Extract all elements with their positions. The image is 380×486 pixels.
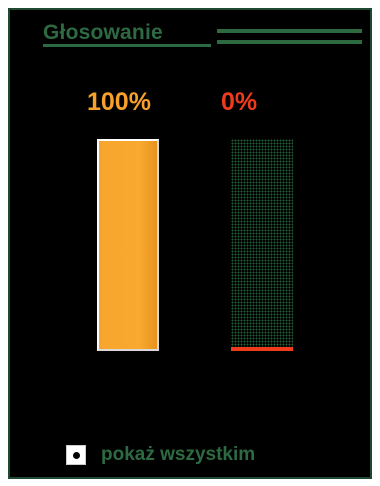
- result-bar-yes: [97, 139, 159, 351]
- show-all-label[interactable]: pokaż wszystkim: [101, 444, 256, 465]
- show-all-checkbox[interactable]: [66, 445, 86, 465]
- title-decoration-line: [217, 29, 362, 33]
- show-all-option[interactable]: pokaż wszystkim: [66, 444, 255, 466]
- result-bar-track-no: [231, 139, 293, 351]
- result-bar-baseline-no: [231, 347, 293, 351]
- poll-title: Głosowanie: [43, 21, 163, 44]
- title-decoration-line: [217, 40, 362, 44]
- checkbox-dot-icon: [72, 451, 80, 459]
- poll-widget: Głosowanie 100% 0% pokaż wszystkim: [8, 8, 372, 479]
- result-percent-no: 0%: [221, 88, 258, 116]
- result-percent-yes: 100%: [87, 88, 151, 116]
- result-bar-track-yes: [97, 139, 159, 351]
- title-underline: [43, 44, 211, 47]
